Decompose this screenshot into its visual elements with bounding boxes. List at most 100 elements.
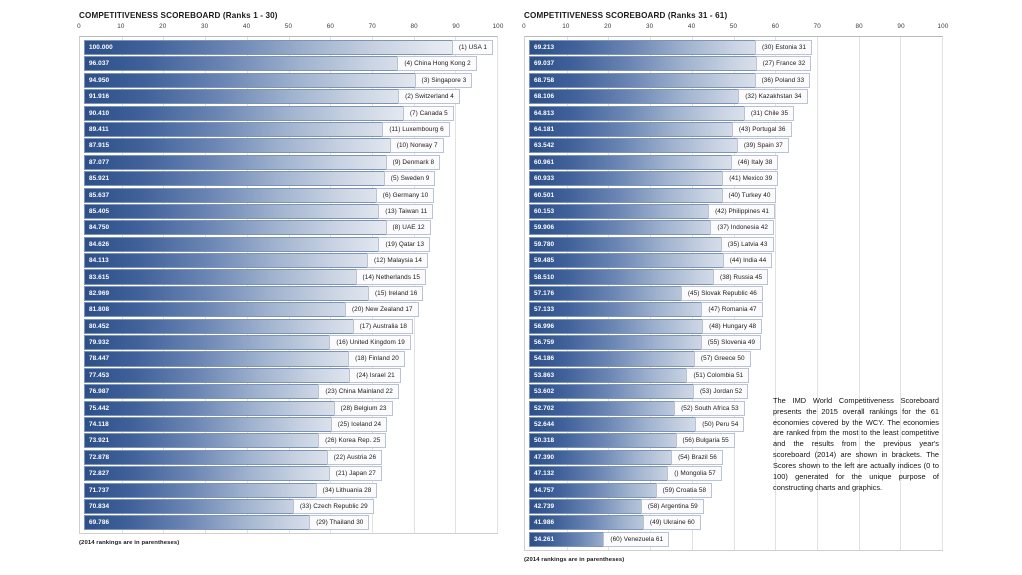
bar-row[interactable]: 72.878 (22) Austria 26 [80,449,497,465]
bar[interactable]: 69.037 (27) France 32 [529,56,812,72]
bar[interactable]: 94.950 (3) Singapore 3 [84,72,473,88]
bar-row[interactable]: 56.996 (48) Hungary 48 [525,318,942,334]
bar[interactable]: 78.447 (18) Finland 20 [84,351,405,367]
bar[interactable]: 41.986 (49) Ukraine 60 [529,515,701,531]
bar[interactable]: 44.757 (59) Croatia 58 [529,482,713,498]
bar-row[interactable]: 78.447 (18) Finland 20 [80,351,497,367]
bar[interactable]: 87.915 (10) Norway 7 [84,138,444,154]
bar-row[interactable]: 70.834 (33) Czech Republic 29 [80,498,497,515]
bar-row[interactable]: 90.410 (7) Canada 5 [80,105,497,121]
bar[interactable]: 60.501 (40) Turkey 40 [529,187,777,203]
bar[interactable]: 53.863 (51) Colombia 51 [529,367,750,383]
bar-row[interactable]: 60.961 (46) Italy 38 [525,154,942,170]
bar-row[interactable]: 72.827 (21) Japan 27 [80,466,497,482]
bar[interactable]: 73.921 (26) Korea Rep. 25 [84,433,387,449]
bar[interactable]: 57.133 (47) Romania 47 [529,302,763,318]
bar-row[interactable]: 57.176 (45) Slovak Republic 46 [525,285,942,301]
bar-row[interactable]: 87.915 (10) Norway 7 [80,138,497,154]
bar-row[interactable]: 63.542 (39) Spain 37 [525,138,942,154]
bar-row[interactable]: 85.637 (6) Germany 10 [80,187,497,203]
bar[interactable]: 81.808 (20) New Zealand 17 [84,302,419,318]
bar[interactable]: 56.759 (55) Slovenia 49 [529,335,762,351]
bar-row[interactable]: 50.318 (56) Bulgaria 55 [525,433,942,449]
bar-row[interactable]: 59.906 (37) Indonesia 42 [525,220,942,236]
bar-row[interactable]: 74.118 (25) Iceland 24 [80,416,497,433]
bar-row[interactable]: 58.510 (38) Russia 45 [525,269,942,285]
bar[interactable]: 85.405 (13) Taiwan 11 [84,203,434,219]
bar[interactable]: 64.813 (31) Chile 35 [529,105,795,121]
bar-row[interactable]: 76.987 (23) China Mainland 22 [80,384,497,400]
bar-row[interactable]: 60.501 (40) Turkey 40 [525,187,942,203]
bar[interactable]: 100.000 (1) USA 1 [84,40,493,56]
bar[interactable]: 60.933 (41) Mexico 39 [529,171,779,187]
bar[interactable]: 75.442 (28) Belgium 23 [84,400,393,416]
bar[interactable]: 70.834 (33) Czech Republic 29 [84,498,374,515]
bar-row[interactable]: 47.132 () Mongolia 57 [525,466,942,482]
bar-row[interactable]: 69.213 (30) Estonia 31 [525,40,942,56]
bar[interactable]: 53.602 (53) Jordan 52 [529,384,749,400]
bar[interactable]: 59.780 (35) Latvia 43 [529,236,774,252]
bar-row[interactable]: 81.808 (20) New Zealand 17 [80,302,497,318]
bar[interactable]: 90.410 (7) Canada 5 [84,105,454,121]
bar[interactable]: 57.176 (45) Slovak Republic 46 [529,285,763,301]
bar[interactable]: 83.615 (14) Netherlands 15 [84,269,426,285]
bar[interactable]: 68.106 (32) Kazakhstan 34 [529,89,808,105]
bar-row[interactable]: 52.644 (50) Peru 54 [525,416,942,433]
bar-row[interactable]: 68.758 (36) Poland 33 [525,72,942,88]
bar[interactable]: 74.118 (25) Iceland 24 [84,416,388,433]
bar-row[interactable]: 84.113 (12) Malaysia 14 [80,253,497,269]
bar[interactable]: 59.906 (37) Indonesia 42 [529,220,774,236]
bar-row[interactable]: 34.261 (60) Venezuela 61 [525,531,942,547]
bar-row[interactable]: 85.921 (5) Sweden 9 [80,171,497,187]
bar-row[interactable]: 69.037 (27) France 32 [525,56,942,72]
bar[interactable]: 56.996 (48) Hungary 48 [529,318,763,334]
bar[interactable]: 63.542 (39) Spain 37 [529,138,789,154]
bar-row[interactable]: 91.916 (2) Switzerland 4 [80,89,497,105]
bar-row[interactable]: 60.153 (42) Philippines 41 [525,203,942,219]
bar[interactable]: 72.878 (22) Austria 26 [84,449,383,465]
bar[interactable]: 52.644 (50) Peru 54 [529,416,745,433]
bar-row[interactable]: 96.037 (4) China Hong Kong 2 [80,56,497,72]
bar-row[interactable]: 87.077 (9) Denmark 8 [80,154,497,170]
bar[interactable]: 34.261 (60) Venezuela 61 [529,531,670,547]
bar-row[interactable]: 53.863 (51) Colombia 51 [525,367,942,383]
bar-row[interactable]: 52.702 (52) South Africa 53 [525,400,942,416]
bar[interactable]: 54.186 (57) Greece 50 [529,351,751,367]
bar-row[interactable]: 60.933 (41) Mexico 39 [525,171,942,187]
bar-row[interactable]: 84.750 (8) UAE 12 [80,220,497,236]
bar[interactable]: 79.932 (16) United Kingdom 19 [84,335,411,351]
bar-row[interactable]: 80.452 (17) Australia 18 [80,318,497,334]
bar-row[interactable]: 59.780 (35) Latvia 43 [525,236,942,252]
bar-row[interactable]: 68.106 (32) Kazakhstan 34 [525,89,942,105]
bar[interactable]: 47.132 () Mongolia 57 [529,466,722,482]
bar-row[interactable]: 75.442 (28) Belgium 23 [80,400,497,416]
bar[interactable]: 69.213 (30) Estonia 31 [529,40,813,56]
bar[interactable]: 77.453 (24) Israel 21 [84,367,401,383]
bar-row[interactable]: 42.739 (58) Argentina 59 [525,498,942,515]
bar-row[interactable]: 100.000 (1) USA 1 [80,40,497,56]
bar-row[interactable]: 64.813 (31) Chile 35 [525,105,942,121]
bar-row[interactable]: 89.411 (11) Luxembourg 6 [80,121,497,138]
bar-row[interactable]: 47.390 (54) Brazil 56 [525,449,942,465]
bar[interactable]: 50.318 (56) Bulgaria 55 [529,433,735,449]
bar[interactable]: 69.786 (29) Thailand 30 [84,515,370,531]
bar-row[interactable]: 73.921 (26) Korea Rep. 25 [80,433,497,449]
bar[interactable]: 42.739 (58) Argentina 59 [529,498,704,515]
bar-row[interactable]: 94.950 (3) Singapore 3 [80,72,497,88]
bar-row[interactable]: 79.932 (16) United Kingdom 19 [80,335,497,351]
bar[interactable]: 68.758 (36) Poland 33 [529,72,811,88]
bar[interactable]: 82.969 (15) Ireland 16 [84,285,424,301]
bar-row[interactable]: 57.133 (47) Romania 47 [525,302,942,318]
bar-row[interactable]: 85.405 (13) Taiwan 11 [80,203,497,219]
bar[interactable]: 47.390 (54) Brazil 56 [529,449,723,465]
bar[interactable]: 71.737 (34) Lithuania 28 [84,482,378,498]
bar-row[interactable]: 56.759 (55) Slovenia 49 [525,335,942,351]
bar[interactable]: 84.750 (8) UAE 12 [84,220,431,236]
bar[interactable]: 64.181 (43) Portugal 36 [529,121,792,138]
bar[interactable]: 89.411 (11) Luxembourg 6 [84,121,450,138]
bar-row[interactable]: 53.602 (53) Jordan 52 [525,384,942,400]
bar-row[interactable]: 71.737 (34) Lithuania 28 [80,482,497,498]
bar[interactable]: 85.921 (5) Sweden 9 [84,171,436,187]
bar-row[interactable]: 77.453 (24) Israel 21 [80,367,497,383]
bar[interactable]: 87.077 (9) Denmark 8 [84,154,441,170]
